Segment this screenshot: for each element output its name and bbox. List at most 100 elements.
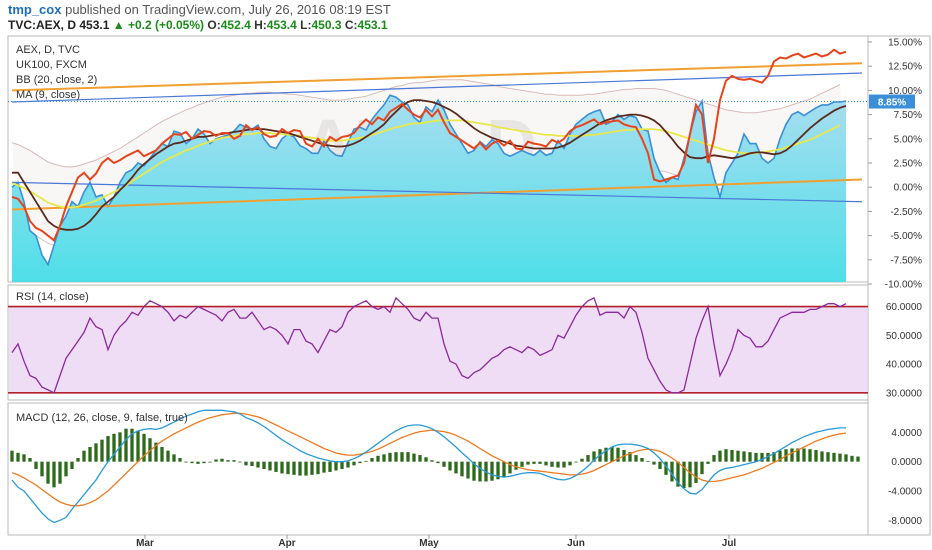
macd-legend: MACD (12, 26, close, 9, false, true): [16, 412, 188, 424]
macd-histogram-bar: [418, 455, 422, 462]
macd-tick-label: -4.0000: [888, 487, 922, 498]
macd-histogram-bar: [838, 453, 842, 462]
macd-histogram-bar: [208, 461, 212, 463]
macd-histogram-bar: [556, 461, 560, 468]
macd-histogram-bar: [832, 452, 836, 462]
macd-histogram-bar: [268, 461, 272, 471]
macd-histogram-bar: [544, 461, 548, 466]
macd-histogram-bar: [292, 461, 296, 475]
macd-histogram-bar: [652, 461, 656, 465]
macd-histogram-bar: [58, 461, 62, 484]
macd-histogram-bar: [808, 449, 812, 462]
macd-histogram-bar: [706, 461, 710, 464]
macd-histogram-bar: [724, 449, 728, 462]
macd-histogram-bar: [124, 428, 128, 462]
macd-histogram-bar: [664, 461, 668, 475]
price-tick-label: -5.00%: [890, 231, 922, 242]
macd-histogram-bar: [730, 449, 734, 462]
macd-histogram-bar: [16, 452, 20, 462]
macd-histogram-bar: [136, 430, 140, 462]
macd-histogram-bar: [550, 461, 554, 467]
macd-histogram-bar: [616, 447, 620, 462]
macd-signal-line: [11, 412, 847, 507]
macd-histogram-bar: [178, 458, 182, 462]
x-tick-label-mar: Mar: [136, 538, 154, 549]
low-label: L:: [300, 18, 312, 32]
last-price: 453.1: [79, 18, 110, 32]
macd-histogram-bar: [472, 461, 476, 481]
high-value: 453.4: [266, 18, 297, 32]
trendline-blue-2: [11, 181, 863, 203]
macd-histogram-bar: [46, 461, 50, 484]
macd-histogram-bar: [34, 461, 38, 469]
macd-histogram-bar: [640, 458, 644, 462]
macd-histogram-bar: [574, 461, 578, 463]
low-value: 450.3: [311, 18, 342, 32]
macd-histogram-bar: [160, 447, 164, 462]
macd-line: [11, 409, 846, 524]
macd-histogram-bar: [82, 450, 86, 462]
macd-histogram-bar: [424, 457, 428, 462]
author-link[interactable]: tmp_cox: [8, 2, 62, 17]
macd-histogram-bar: [154, 442, 158, 462]
macd-histogram-bar: [226, 460, 230, 462]
x-tick-label-jul: Jul: [722, 538, 737, 549]
macd-histogram-bar: [856, 456, 860, 462]
macd-histogram-bar: [370, 458, 374, 462]
macd-histogram-bar: [232, 460, 236, 462]
macd-histogram-bar: [844, 454, 848, 462]
price-tick-label: -7.50%: [890, 255, 922, 266]
macd-histogram-bar: [22, 454, 26, 462]
macd-histogram-bar: [52, 461, 56, 488]
macd-histogram-bar: [172, 454, 176, 462]
macd-histogram-bar: [778, 450, 782, 462]
macd-histogram-bar: [442, 461, 446, 467]
macd-histogram-bar: [328, 461, 332, 472]
macd-histogram-bar: [244, 461, 248, 466]
macd-histogram-bar: [100, 439, 104, 462]
macd-histogram-bar: [796, 448, 800, 462]
macd-histogram-bar: [400, 452, 404, 462]
macd-histogram-bar: [304, 461, 308, 476]
macd-histogram-bar: [490, 461, 494, 481]
macd-histogram-bar: [346, 461, 350, 468]
macd-histogram-bar: [202, 461, 206, 464]
macd-histogram-bar: [250, 461, 254, 467]
macd-histogram-bar: [802, 448, 806, 462]
macd-histogram-bar: [496, 461, 500, 480]
macd-histogram-bar: [526, 461, 530, 465]
macd-histogram-bar: [754, 452, 758, 462]
macd-histogram-bar: [514, 461, 518, 470]
macd-histogram-bar: [520, 461, 524, 467]
macd-histogram-bar: [406, 452, 410, 462]
macd-histogram-bar: [166, 450, 170, 462]
macd-histogram-bar: [766, 452, 770, 462]
price-tick-label: 10.00%: [888, 86, 922, 97]
last-value-badge: [869, 94, 915, 109]
x-tick-label-jun: Jun: [567, 538, 585, 549]
macd-histogram-bar: [790, 448, 794, 462]
macd-histogram-bar: [736, 450, 740, 462]
price-tick-label: 2.50%: [894, 159, 922, 170]
macd-histogram-bar: [634, 455, 638, 462]
macd-histogram-bar: [130, 428, 134, 462]
macd-histogram-bar: [448, 461, 452, 471]
macd-histogram-bar: [718, 450, 722, 462]
macd-histogram-bar: [364, 460, 368, 462]
rsi-tick-label: 40.0000: [886, 360, 923, 371]
macd-histogram-bar: [322, 461, 326, 473]
uk100-line: [11, 48, 847, 243]
macd-histogram-bar: [394, 452, 398, 462]
macd-tick-label: -8.0000: [888, 516, 922, 527]
macd-histogram-bar: [820, 451, 824, 462]
macd-histogram-bar: [142, 433, 146, 462]
macd-histogram-bar: [184, 461, 188, 463]
macd-histogram-bar: [712, 455, 716, 462]
macd-histogram-bar: [220, 458, 224, 462]
rsi-tick-label: 30.0000: [886, 388, 923, 399]
macd-histogram-bar: [568, 461, 572, 466]
macd-histogram-bar: [388, 452, 392, 462]
last-value-label: 8.85%: [878, 98, 906, 109]
